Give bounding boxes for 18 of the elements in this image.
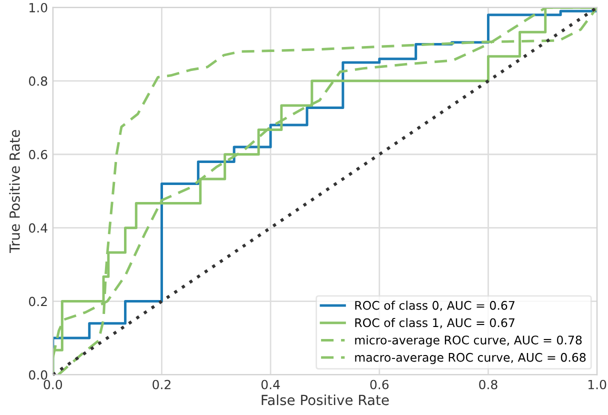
x-tick-label: 0.8 [479,380,498,390]
y-tick-label: 0.2 [28,296,47,306]
legend-label: micro-average ROC curve, AUC = 0.78 [355,335,582,347]
x-tick-label: 0.4 [261,380,280,390]
legend-label: ROC of class 1, AUC = 0.67 [355,318,514,328]
x-tick-label: 1.0 [588,380,606,390]
legend-label: ROC of class 0, AUC = 0.67 [355,300,514,312]
x-tick-label: 0.6 [370,380,389,390]
x-tick-label: 0.2 [152,380,170,390]
y-tick-label: 0.0 [28,370,48,380]
y-tick-label: 0.8 [28,76,48,86]
x-tick-label: 0.0 [44,380,62,390]
y-tick-label: 1.0 [30,2,48,12]
legend-label: macro-average ROC curve, AUC = 0.68 [355,352,586,364]
x-axis-title: False Positive Rate [262,394,389,406]
y-tick-label: 0.6 [28,150,48,160]
y-tick-label: 0.4 [28,223,48,233]
y-axis-title: True Positive Rate [9,130,20,253]
